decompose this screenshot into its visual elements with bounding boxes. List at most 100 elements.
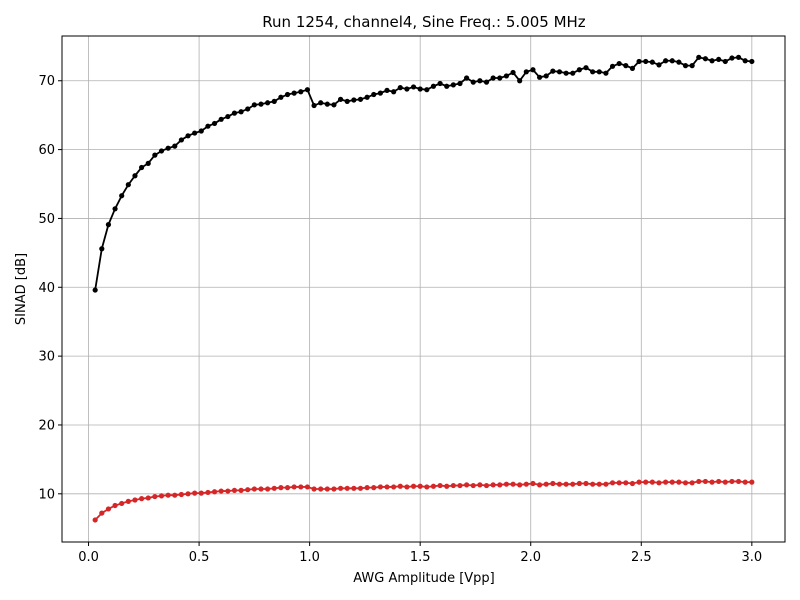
series-1-point	[424, 87, 430, 93]
series-1-point	[483, 79, 490, 85]
series-1-point	[384, 87, 390, 93]
series-1-point	[311, 102, 317, 109]
series-2-point	[225, 488, 231, 494]
x-tick-label: 1.5	[410, 550, 431, 565]
series-2-point	[198, 490, 204, 496]
series-2-point	[676, 479, 682, 485]
series-1-point	[556, 69, 563, 75]
series-1	[92, 54, 755, 293]
series-1-point	[92, 287, 98, 293]
series-2-point	[119, 500, 125, 507]
series-2-point	[192, 490, 198, 496]
series-1-point	[729, 55, 735, 61]
series-1-point	[271, 98, 277, 104]
series-1-point	[318, 100, 324, 106]
series-1-point	[596, 69, 602, 75]
series-1-point	[696, 54, 702, 60]
series-2-point	[530, 480, 536, 487]
series-2-point	[556, 481, 563, 487]
series-1-point	[437, 80, 443, 87]
series-2-point	[304, 484, 311, 490]
series-2-point	[663, 479, 669, 485]
series-2-point	[457, 482, 463, 489]
series-1-point	[749, 58, 755, 65]
series-1-point	[503, 73, 510, 79]
series-1-point	[477, 78, 483, 84]
series-2-point	[105, 506, 112, 512]
series-1-point	[251, 102, 257, 108]
series-1-point	[663, 58, 669, 64]
series-1-point	[550, 68, 556, 74]
series-2-point	[218, 488, 224, 494]
series-2-point	[125, 498, 131, 504]
ticks: 0.0 0.5 1.0 1.5 2.0 2.5 3.0 10 20 30 40 50 60 70	[38, 74, 762, 565]
x-tick-label: 2.5	[631, 550, 652, 565]
series-2-point	[729, 478, 735, 485]
series-2-point	[603, 481, 609, 487]
series-2-point	[424, 484, 430, 490]
series-2-point	[570, 481, 576, 487]
y-tick-label: 10	[38, 487, 55, 502]
y-tick-label: 60	[38, 143, 55, 158]
series-1-point	[490, 75, 496, 81]
series-2-point	[337, 485, 344, 491]
series-2-point	[238, 487, 244, 493]
series-2-point	[410, 483, 417, 489]
series-1-point	[344, 98, 350, 104]
series-2-point	[629, 480, 636, 487]
series-1-point	[430, 83, 437, 89]
series-1-point	[583, 65, 589, 71]
series-2-point	[477, 482, 483, 488]
series-1-point	[669, 58, 675, 64]
series-2-point	[145, 495, 151, 501]
series-2-point	[563, 481, 569, 487]
series-1-point	[105, 222, 112, 228]
series-1-point	[231, 110, 238, 116]
chart-title: Run 1254, channel4, Sine Freq.: 5.005 MH…	[262, 13, 586, 31]
series-1-point	[132, 173, 138, 179]
series-2-point	[324, 486, 330, 492]
series-2-point	[590, 481, 596, 487]
series-2-point	[470, 482, 476, 489]
series-2-point	[689, 480, 695, 486]
series-2-point	[609, 480, 616, 486]
series-2-point	[616, 480, 622, 486]
series-1-point	[278, 94, 284, 100]
series-1-point	[211, 120, 218, 127]
series-1-point	[158, 148, 165, 154]
series-2-point	[344, 485, 350, 491]
series-2-point	[543, 481, 549, 487]
series-1-point	[510, 69, 516, 76]
series-2-point	[211, 489, 218, 495]
series-2-point	[696, 478, 702, 485]
series-1-point	[404, 86, 410, 92]
series-2-point	[437, 482, 443, 489]
series-1-point	[371, 91, 377, 98]
series-1-point	[656, 62, 662, 68]
series-2-point	[132, 497, 138, 503]
series-2-point	[291, 484, 297, 490]
series-2-point	[265, 486, 271, 492]
series-1-point	[265, 100, 271, 106]
series-1-point	[245, 106, 251, 112]
series-2-point	[742, 479, 748, 485]
series-1-point	[112, 206, 118, 212]
series-2-point	[112, 502, 118, 509]
series-1-point	[523, 69, 529, 75]
x-axis-label: AWG Amplitude [Vpp]	[353, 571, 495, 586]
x-tick-label: 1.0	[299, 550, 320, 565]
series-1-point	[357, 96, 364, 102]
series-1-point	[185, 133, 191, 139]
series-2-point	[656, 480, 662, 486]
series-2-point	[178, 491, 184, 498]
series-1-point	[603, 70, 609, 76]
series-2-point	[331, 486, 337, 492]
x-tick-label: 0.0	[78, 550, 99, 565]
series-1-point	[284, 91, 291, 98]
series-2-point	[503, 481, 510, 487]
series-2-point	[517, 482, 523, 488]
series-2-point	[371, 485, 377, 491]
series-1-point	[198, 128, 204, 134]
series-2-point	[450, 482, 456, 489]
series-1-point	[702, 56, 709, 62]
